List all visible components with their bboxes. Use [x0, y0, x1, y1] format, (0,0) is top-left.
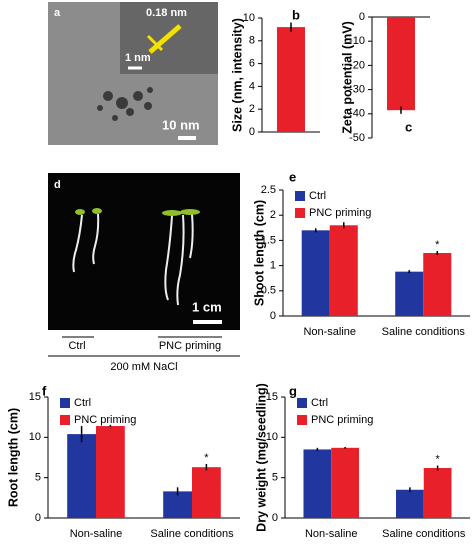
bar [396, 489, 424, 518]
y-axis-label: Root length (cm) [6, 408, 20, 507]
y-tick-label: -30 [349, 84, 365, 96]
seedling-image [48, 173, 240, 330]
legend-swatch [60, 415, 70, 425]
bar [192, 467, 221, 518]
x-tick-label: Non-saline [303, 326, 356, 338]
y-axis-label: Dry weight (mg/seedling) [254, 383, 268, 532]
particles [97, 87, 153, 121]
bar [395, 271, 424, 316]
panel-label: c [405, 119, 412, 134]
lattice-label: 0.18 nm [146, 7, 187, 19]
y-tick-label: -20 [349, 59, 365, 71]
y-axis-label: Zeta potential (mV) [340, 21, 354, 134]
legend-swatch [297, 398, 307, 408]
y-tick-label: 6 [249, 58, 255, 70]
y-tick-label: 2 [270, 209, 276, 221]
condition-label: 200 mM NaCl [110, 361, 177, 373]
legend-label: Ctrl [74, 397, 91, 409]
roots [72, 213, 194, 306]
panel-label: e [289, 169, 296, 184]
y-tick-label: 5 [35, 472, 41, 484]
x-tick-label: Saline conditions [382, 528, 466, 540]
y-tick-label: 2.5 [261, 184, 276, 196]
lattice-marker [146, 34, 164, 52]
y-tick-label: 8 [249, 35, 255, 47]
legend-swatch [60, 398, 70, 408]
legend-swatch [297, 415, 307, 425]
y-tick-label: 10 [266, 431, 278, 443]
bar [423, 253, 452, 316]
y-tick-label: 10 [243, 12, 255, 24]
leaves [75, 208, 200, 216]
y-tick-label: 10 [29, 431, 41, 443]
panel-label: f [42, 383, 47, 398]
y-tick-label: 15 [266, 391, 278, 403]
panel-label: g [289, 383, 297, 398]
y-tick-label: 0 [35, 512, 41, 524]
group-label: PNC priming [159, 340, 221, 352]
bar [96, 426, 125, 518]
x-tick-label: Saline conditions [382, 326, 466, 338]
y-tick-label: 0 [359, 11, 365, 23]
bar [301, 230, 330, 316]
panel-label: a [54, 7, 61, 19]
x-tick-label: Saline conditions [150, 528, 234, 540]
panel-d-image: d 1 cm Ctrl PNC priming 200 mM NaCl [48, 173, 240, 373]
significance-marker: * [435, 239, 440, 251]
y-tick-label: 0 [272, 512, 278, 524]
bar [67, 434, 96, 518]
bar [329, 225, 358, 316]
legend-label: Ctrl [311, 397, 328, 409]
y-tick-label: 5 [272, 472, 278, 484]
scale-label: 1 cm [192, 299, 222, 314]
significance-marker: * [204, 452, 209, 464]
y-axis-label: Shoot length (cm) [252, 200, 266, 306]
panel-a-image: a 0.18 nm 1 nm 10 nm [48, 2, 218, 145]
significance-marker: * [435, 453, 440, 465]
y-tick-label: 0 [270, 310, 276, 322]
bar [303, 449, 332, 518]
y-tick-label: 2 [249, 103, 255, 115]
y-tick-label: -50 [349, 132, 365, 144]
y-tick-label: -40 [349, 108, 365, 120]
bar [387, 17, 415, 111]
legend-label: PNC priming [309, 207, 371, 219]
legend-label: Ctrl [309, 190, 326, 202]
lattice-marker [148, 24, 182, 54]
inset-scale-label: 1 nm [125, 52, 151, 64]
bar [423, 467, 452, 518]
scale-label: 10 nm [162, 117, 200, 132]
legend-label: PNC priming [74, 414, 136, 426]
panel-label: d [54, 179, 61, 191]
bar [163, 491, 192, 518]
bar [331, 447, 359, 518]
panel-label: b [292, 7, 300, 22]
y-tick-label: 1.5 [261, 234, 276, 246]
group-label: Ctrl [68, 340, 85, 352]
bar [277, 27, 305, 132]
y-tick-label: 0 [249, 126, 255, 138]
y-tick-label: 4 [249, 80, 255, 92]
y-tick-label: 15 [29, 391, 41, 403]
y-tick-label: 1 [270, 260, 276, 272]
x-tick-label: Non-saline [70, 528, 123, 540]
legend-swatch [295, 208, 305, 218]
x-tick-label: Non-saline [305, 528, 358, 540]
y-axis-label: Size (nm, intensity) [230, 18, 244, 132]
legend-label: PNC priming [311, 414, 373, 426]
legend-swatch [295, 191, 305, 201]
y-tick-label: 0.5 [261, 285, 276, 297]
y-tick-label: -10 [349, 35, 365, 47]
